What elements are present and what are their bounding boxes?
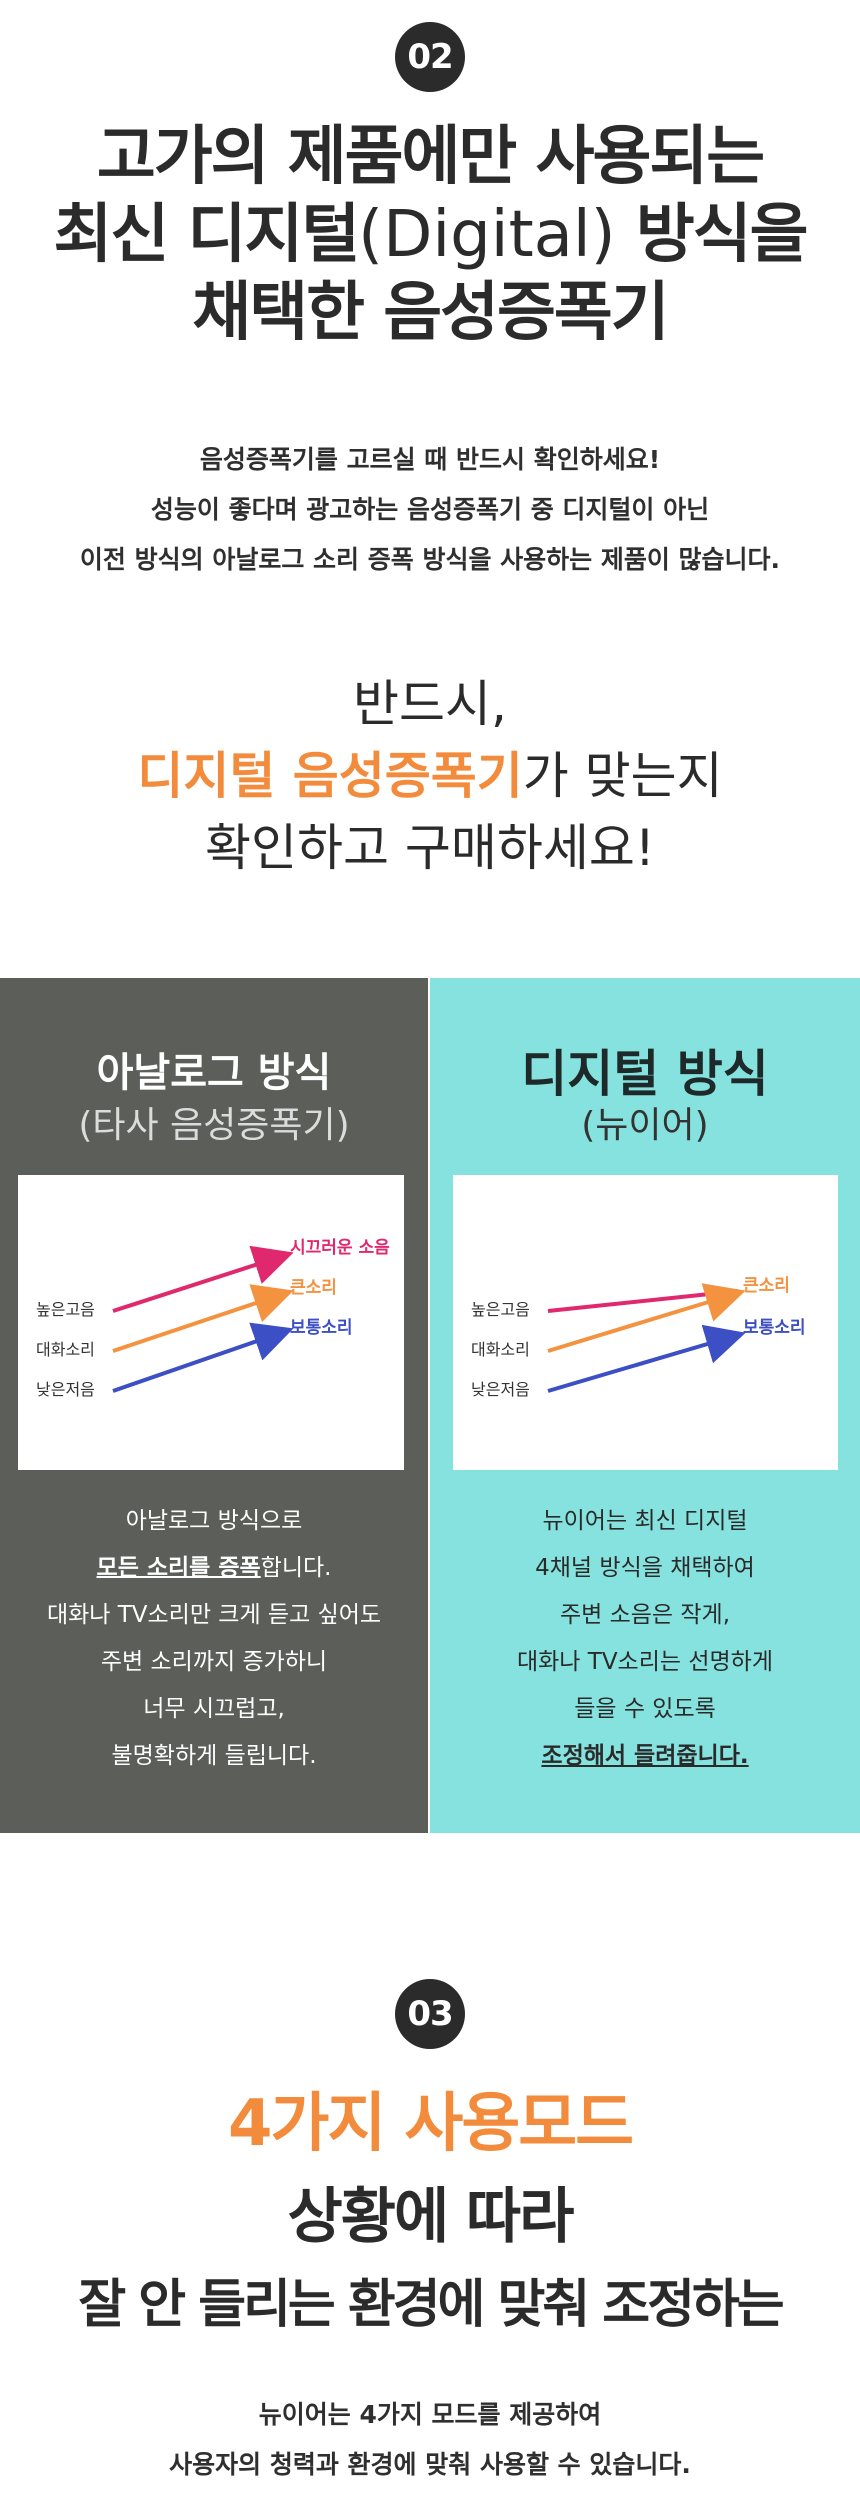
section-number-badge: 03 <box>395 1979 465 2049</box>
digital-desc-emphasis: 조정해서 들려줍니다. <box>541 1743 749 1769</box>
section3-title-line3: 잘 안 들리는 환경에 맞춰 조정하는 <box>78 2275 784 2335</box>
analog-desc-line: 주변 소리까지 증가하니 <box>100 1649 328 1675</box>
analog-diagram: 높은고음 대화소리 낮은저음 시끄러운 소음 큰소리 보통소리 <box>18 1175 404 1470</box>
input-label-talk: 대화소리 <box>36 1340 95 1359</box>
callout-highlight: 디지털 음성증폭기 <box>137 747 523 805</box>
analog-desc-line: 모든 소리를 증폭합니다. <box>0 1545 428 1592</box>
section3-title-orange: 4가지 사용모드 <box>227 2087 634 2161</box>
paragraph-line: 뉴이어는 4가지 모드를 제공하여 <box>258 2400 602 2429</box>
digital-desc-line: 뉴이어는 최신 디지털 <box>542 1508 748 1534</box>
digital-title: 디지털 방식 <box>521 1045 769 1103</box>
headline-line2-c: 방식을 <box>635 198 809 272</box>
digital-desc-line: 조정해서 들려줍니다. <box>430 1733 860 1780</box>
output-label-loud: 큰소리 <box>290 1278 337 1298</box>
output-label-loud: 큰소리 <box>743 1276 790 1296</box>
analog-desc-emphasis: 모든 소리를 증폭 <box>96 1555 261 1581</box>
analog-desc-line: 대화나 TV소리만 크게 듣고 싶어도 <box>46 1602 382 1628</box>
analog-desc-line: 너무 시끄럽고, <box>143 1696 285 1722</box>
analog-title: 아날로그 방식 <box>96 1050 332 1096</box>
headline-line2-b: (Digital) <box>358 198 616 272</box>
digital-diagram-svg: 높은고음 대화소리 낮은저음 큰소리 보통소리 <box>471 1276 806 1399</box>
section2-paragraph: 음성증폭기를 고르실 때 반드시 확인하세요! 성능이 좋다며 광고하는 음성증… <box>0 435 860 585</box>
digital-desc-line: 주변 소음은 작게, <box>559 1602 731 1628</box>
output-label-normal: 보통소리 <box>290 1318 353 1338</box>
input-label-talk: 대화소리 <box>471 1340 530 1359</box>
output-label-noise: 시끄러운 소음 <box>290 1238 390 1258</box>
section2-headline: 고가의 제품에만 사용되는 최신 디지털(Digital) 방식을 채택한 음성… <box>0 118 860 352</box>
input-label-high: 높은고음 <box>36 1300 95 1319</box>
input-label-low: 낮은저음 <box>36 1380 95 1399</box>
callout-line2: 디지털 음성증폭기가 맞는지 <box>0 740 860 812</box>
section-number-badge: 02 <box>395 22 465 92</box>
analog-desc-line: 불명확하게 들립니다. <box>111 1743 317 1769</box>
arrow-low-to-normal <box>547 1324 746 1393</box>
analog-description: 아날로그 방식으로 모든 소리를 증폭합니다. 대화나 TV소리만 크게 듣고 … <box>0 1498 428 1780</box>
input-label-high: 높은고음 <box>471 1300 530 1319</box>
arrow-talk-to-loud <box>547 1283 746 1353</box>
output-label-normal: 보통소리 <box>743 1318 806 1338</box>
headline-line1: 고가의 제품에만 사용되는 <box>96 120 765 194</box>
digital-desc-line: 들을 수 있도록 <box>574 1696 716 1722</box>
section3-paragraph: 뉴이어는 4가지 모드를 제공하여 사용자의 청력과 환경에 맞춰 사용할 수 … <box>0 2390 860 2490</box>
analog-desc-line: 아날로그 방식으로 <box>125 1508 303 1534</box>
paragraph-line: 음성증폭기를 고르실 때 반드시 확인하세요! <box>199 445 661 474</box>
headline-line2: 최신 디지털(Digital) 방식을 <box>0 196 860 274</box>
analog-desc-rest: 합니다. <box>260 1555 332 1581</box>
arrow-loud <box>112 1284 294 1353</box>
section3-title-line2: 상황에 따라 <box>287 2182 575 2252</box>
headline-line3: 채택한 음성증폭기 <box>192 276 669 350</box>
analog-subtitle: (타사 음성증폭기) <box>78 1105 350 1146</box>
input-label-low: 낮은저음 <box>471 1380 530 1399</box>
digital-description: 뉴이어는 최신 디지털 4채널 방식을 채택하여 주변 소음은 작게, 대화나 … <box>430 1498 860 1780</box>
digital-panel: 디지털 방식 (뉴이어) 높은고음 대화소리 낮은저음 큰소리 보통소리 뉴이어… <box>430 978 860 1833</box>
paragraph-line: 사용자의 청력과 환경에 맞춰 사용할 수 있습니다. <box>169 2450 691 2479</box>
paragraph-line: 이전 방식의 아날로그 소리 증폭 방식을 사용하는 제품이 많습니다. <box>79 545 781 574</box>
digital-diagram: 높은고음 대화소리 낮은저음 큰소리 보통소리 <box>453 1175 838 1470</box>
callout-line3: 확인하고 구매하세요! <box>205 819 655 877</box>
digital-subtitle: (뉴이어) <box>581 1105 709 1146</box>
digital-desc-line: 4채널 방식을 채택하여 <box>535 1555 755 1581</box>
analog-panel: 아날로그 방식 (타사 음성증폭기) 높은고음 대화소리 낮은저음 시끄러운 소… <box>0 978 428 1833</box>
callout-line2-rest: 가 맞는지 <box>522 747 723 805</box>
analog-diagram-svg: 높은고음 대화소리 낮은저음 시끄러운 소음 큰소리 보통소리 <box>36 1238 390 1399</box>
digital-desc-line: 대화나 TV소리는 선명하게 <box>516 1649 773 1675</box>
callout-line1: 반드시, <box>353 675 507 733</box>
callout-message: 반드시, 디지털 음성증폭기가 맞는지 확인하고 구매하세요! <box>0 668 860 884</box>
arrow-noise <box>112 1245 294 1313</box>
arrow-normal <box>112 1322 294 1393</box>
headline-line2-a: 최신 디지털 <box>53 198 360 272</box>
paragraph-line: 성능이 좋다며 광고하는 음성증폭기 중 디지털이 아닌 <box>150 495 710 524</box>
